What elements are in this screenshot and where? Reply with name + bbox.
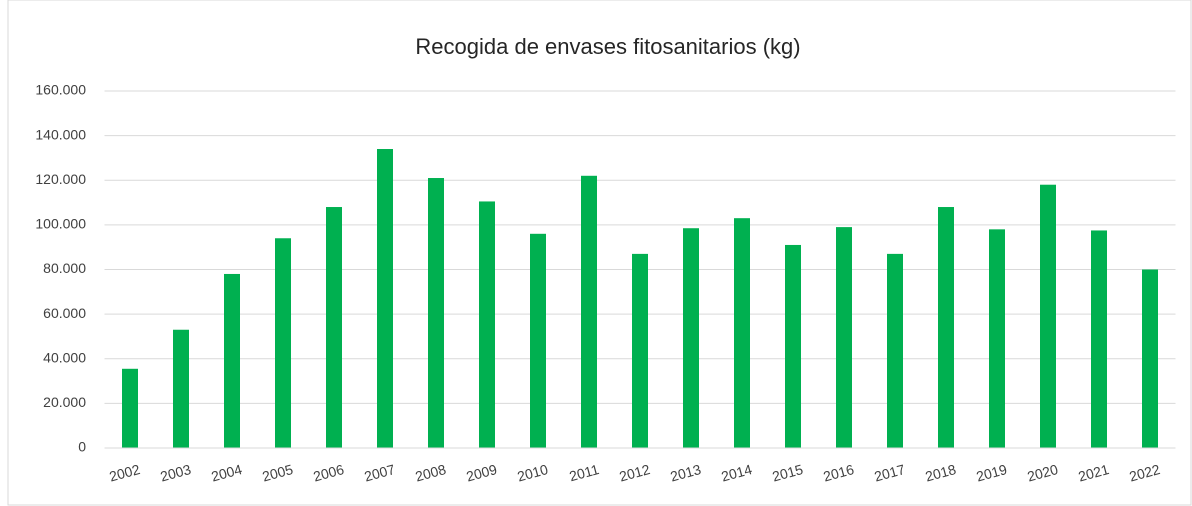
bar [683,228,699,448]
bar [224,273,240,448]
y-tick-label: 0 [78,439,86,455]
x-tick-label: 2018 [923,461,957,485]
bar [836,227,852,448]
y-tick-label: 20.000 [43,394,86,410]
y-tick-label: 80.000 [43,260,86,276]
bar [428,178,444,449]
x-tick-label: 2021 [1076,461,1110,485]
x-tick-label: 2014 [719,461,753,485]
y-tick-label: 140.000 [35,126,86,142]
x-tick-label: 2004 [209,461,243,485]
y-tick-label: 60.000 [43,305,86,321]
x-tick-label: 2010 [515,461,549,485]
bar [479,201,495,448]
bar [530,233,546,448]
y-tick-label: 120.000 [35,171,86,187]
x-tick-label: 2013 [668,461,702,485]
bar [581,175,597,448]
bar [1091,230,1107,448]
bar [938,207,954,448]
x-tick-label: 2019 [974,461,1008,485]
bar [1040,184,1056,448]
y-tick-label: 40.000 [43,349,86,365]
bar [989,229,1005,448]
x-tick-label: 2006 [311,461,345,485]
x-tick-label: 2003 [158,461,192,485]
x-tick-label: 2005 [260,461,294,485]
bar [377,149,393,448]
bar [173,329,189,448]
y-tick-label: 160.000 [35,82,86,98]
x-tick-label: 2017 [872,461,906,485]
x-tick-label: 2009 [464,461,498,485]
x-tick-label: 2012 [617,461,651,485]
bar [326,207,342,448]
x-tick-label: 2015 [770,461,804,485]
bar [122,368,138,448]
x-tick-label: 2008 [413,461,447,485]
bar [887,253,903,448]
bar [275,238,291,448]
x-tick-label: 2007 [362,461,396,485]
y-tick-label: 100.000 [35,216,86,232]
bar [734,218,750,448]
bar [1142,269,1158,448]
x-tick-label: 2002 [107,461,141,485]
x-tick-label: 2020 [1025,461,1059,485]
x-tick-label: 2022 [1127,461,1161,485]
bar [632,253,648,448]
bar [785,244,801,448]
chart-title: Recogida de envases fitosanitarios (kg) [415,34,800,59]
x-tick-label: 2011 [568,461,601,484]
x-tick-label: 2016 [821,461,855,485]
